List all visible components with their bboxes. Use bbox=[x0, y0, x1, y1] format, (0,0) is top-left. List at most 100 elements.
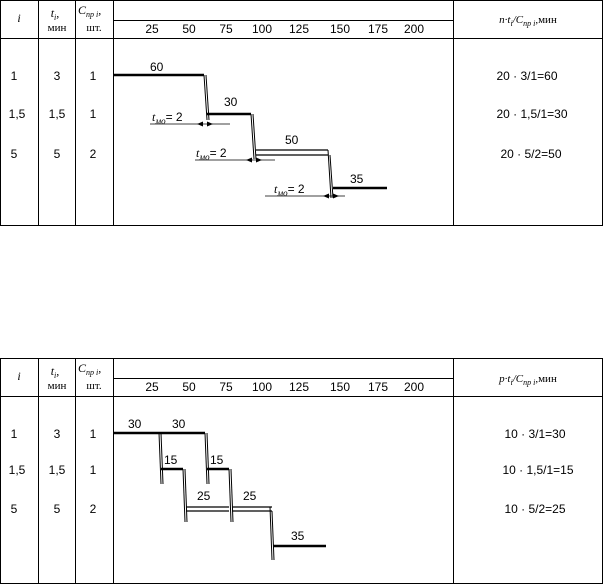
transfer-line bbox=[206, 432, 210, 485]
transfer-line bbox=[252, 113, 257, 160]
bar-label: 25 bbox=[243, 489, 257, 503]
row-c: 2 bbox=[90, 502, 97, 516]
bar-label: 30 bbox=[224, 95, 238, 109]
formula-header: p·ti/Cпр i,мин bbox=[498, 373, 557, 387]
transfer-line bbox=[182, 468, 186, 523]
tick-label: 200 bbox=[404, 22, 424, 36]
row-t: 5 bbox=[54, 502, 61, 516]
row-i: 1 bbox=[11, 427, 18, 441]
row-i: 1 bbox=[11, 69, 18, 83]
table-rows: 1 3 1 10 · 3/1=30 1,5 1,5 1 10 · 1,5/1=1… bbox=[9, 427, 574, 516]
table-border bbox=[0, 0, 603, 226]
row-c: 1 bbox=[90, 427, 97, 441]
row-c: 1 bbox=[90, 107, 97, 121]
tmo-label: tмо= 2 bbox=[274, 182, 305, 198]
row-t: 1,5 bbox=[49, 107, 66, 121]
formula-header: n·ti/Cпр i,мин bbox=[499, 14, 557, 28]
header-c: Cпр i, bbox=[78, 3, 101, 19]
header-c-unit: шт. bbox=[86, 22, 101, 34]
tick-label: 25 bbox=[145, 22, 159, 36]
header-c-unit: шт. bbox=[86, 380, 101, 392]
row-calc: 10 · 5/2=25 bbox=[504, 502, 565, 516]
transfer-line bbox=[329, 154, 334, 199]
tick-label: 175 bbox=[368, 22, 388, 36]
tick-label: 125 bbox=[289, 380, 309, 394]
row-calc: 10 · 3/1=30 bbox=[504, 427, 565, 441]
arrow-icon bbox=[207, 121, 213, 127]
bar-label: 15 bbox=[164, 453, 178, 467]
header-t-main: t bbox=[51, 364, 55, 378]
arrow-icon bbox=[197, 121, 203, 127]
tmo-label: tмо= 2 bbox=[196, 146, 227, 162]
gantt-parallel bbox=[114, 431, 326, 561]
table-rows: 1 3 1 20 · 3/1=60 1,5 1,5 1 20 · 1,5/1=3… bbox=[9, 69, 568, 161]
tick-label: 50 bbox=[182, 380, 196, 394]
bar-labels: 60 30 50 35 bbox=[150, 60, 364, 186]
bar-label: 50 bbox=[285, 133, 299, 147]
transfer-line bbox=[271, 510, 275, 561]
arrow-icon bbox=[256, 157, 262, 163]
transfer-line bbox=[269, 506, 273, 561]
bar-label: 30 bbox=[128, 417, 142, 431]
row-i: 5 bbox=[11, 147, 18, 161]
transfer-line bbox=[250, 113, 255, 160]
row-calc: 20 · 3/1=60 bbox=[496, 69, 557, 83]
header-t: ti, bbox=[51, 6, 60, 22]
header-c-main: C bbox=[78, 361, 87, 375]
row-t: 5 bbox=[54, 147, 61, 161]
row-i: 1,5 bbox=[9, 107, 26, 121]
tick-label: 25 bbox=[145, 380, 159, 394]
header-c-sub: пр i bbox=[86, 368, 98, 377]
row-calc: 10 · 1,5/1=15 bbox=[502, 463, 573, 477]
transfer-line bbox=[158, 432, 162, 485]
header-i: i bbox=[17, 11, 20, 25]
transfer-line bbox=[205, 74, 210, 121]
row-calc: 20 · 1,5/1=30 bbox=[496, 107, 567, 121]
arrow-icon bbox=[246, 157, 252, 163]
table-sequential: i ti, мин Cпр i, шт. 25 50 75 100 125 15… bbox=[0, 0, 603, 226]
header-t-sub: i bbox=[54, 13, 56, 22]
tick-label: 50 bbox=[182, 22, 196, 36]
row-t: 1,5 bbox=[49, 463, 66, 477]
tick-label: 100 bbox=[252, 22, 272, 36]
tick-label: 150 bbox=[330, 380, 350, 394]
header-i: i bbox=[17, 369, 20, 383]
row-c: 1 bbox=[90, 463, 97, 477]
bar-label: 35 bbox=[291, 529, 305, 543]
header-c: Cпр i, bbox=[78, 361, 101, 377]
transfer-line bbox=[230, 468, 234, 523]
row-c: 2 bbox=[90, 147, 97, 161]
header-t-sub: i bbox=[54, 371, 56, 380]
row-c: 1 bbox=[90, 69, 97, 83]
tick-label: 100 bbox=[252, 380, 272, 394]
bar-label: 35 bbox=[350, 172, 364, 186]
row-calc: 20 · 5/2=50 bbox=[500, 147, 561, 161]
tick-label: 200 bbox=[404, 380, 424, 394]
transfer-line bbox=[204, 432, 208, 485]
transfer-line bbox=[184, 468, 188, 523]
tick-label: 175 bbox=[368, 380, 388, 394]
header-t: ti, bbox=[51, 364, 60, 380]
tmo-label: tмо= 2 bbox=[152, 110, 183, 126]
scale-ticks: 25 50 75 100 125 150 175 200 bbox=[145, 22, 424, 36]
transfer-line bbox=[160, 432, 164, 485]
bar-label: 30 bbox=[172, 417, 186, 431]
header-t-unit: мин bbox=[48, 22, 67, 34]
arrow-icon bbox=[323, 193, 329, 199]
bar-labels: 30 30 15 15 25 25 35 bbox=[128, 417, 305, 543]
table-parallel: i ti, мин Cпр i, шт. 25 50 75 100 125 15… bbox=[0, 358, 603, 584]
transfer-line bbox=[203, 74, 208, 121]
header-t-unit: мин bbox=[48, 380, 67, 392]
tick-label: 75 bbox=[219, 22, 233, 36]
header-c-sub: пр i bbox=[86, 10, 98, 19]
tick-label: 125 bbox=[289, 22, 309, 36]
header-t-main: t bbox=[51, 6, 55, 20]
gantt-sequential bbox=[114, 73, 387, 199]
row-i: 5 bbox=[11, 502, 18, 516]
bar-label: 15 bbox=[210, 453, 224, 467]
arrow-icon bbox=[333, 193, 339, 199]
header-c-main: C bbox=[78, 3, 87, 17]
bar-label: 25 bbox=[197, 489, 211, 503]
transfer-line bbox=[327, 149, 332, 199]
